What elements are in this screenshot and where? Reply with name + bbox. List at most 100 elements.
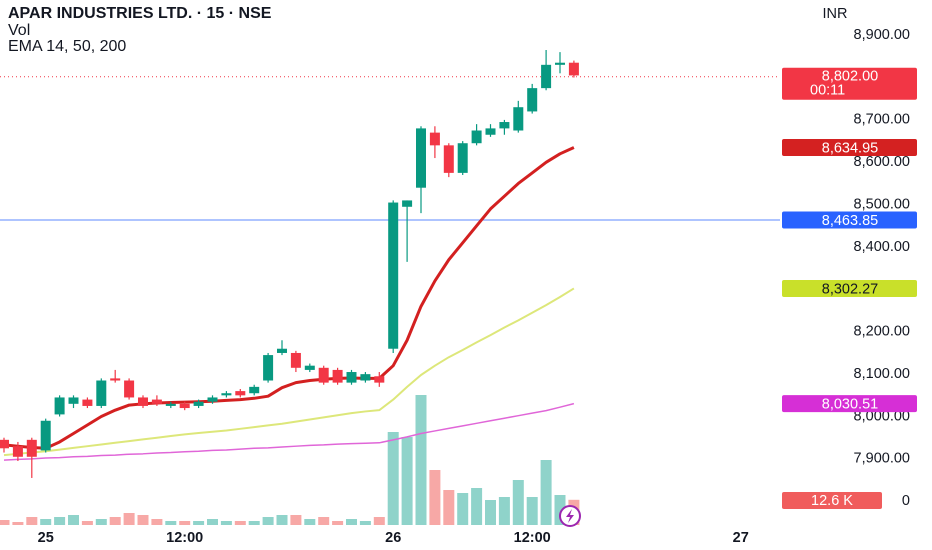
x-tick-label: 25 [38, 530, 54, 546]
alert-icon[interactable] [559, 505, 581, 527]
candle-body [471, 130, 482, 144]
volume-bar [498, 497, 510, 525]
candle-body [193, 401, 204, 406]
volume-bar [512, 480, 524, 525]
alert-bolt[interactable] [566, 509, 574, 523]
ema-price-label-box [782, 279, 917, 297]
volume-bar [26, 517, 38, 525]
volume-bar [526, 497, 538, 525]
volume-bar [373, 517, 385, 525]
candle-body [263, 355, 274, 381]
volume-bar [207, 519, 218, 525]
volume-bar [554, 495, 566, 525]
y-tick-label: 8,100.00 [854, 366, 910, 382]
volume-bar [346, 519, 357, 525]
x-tick-label: 12:00 [166, 530, 203, 546]
candle-body [499, 122, 510, 129]
volume-bar [304, 519, 316, 525]
candle-body [318, 367, 329, 383]
candle-body [485, 128, 496, 135]
current-price-label: 8,802.00 [822, 69, 878, 85]
candle-body [527, 88, 538, 112]
candle-body [443, 145, 454, 173]
ema-line [3, 146, 575, 450]
candle-body [304, 365, 315, 370]
candle-body [0, 439, 9, 449]
volume-bar [359, 521, 371, 525]
volume-bar [276, 515, 288, 525]
ema-price-label: 8,030.51 [822, 396, 878, 412]
candle-body [402, 200, 413, 207]
candle-body [82, 399, 93, 406]
candle-body [555, 62, 565, 65]
candle-body [541, 64, 552, 89]
countdown-label: 00:11 [810, 83, 845, 99]
volume-bar [443, 490, 455, 525]
volume-bar [137, 515, 149, 525]
ema-legend: EMA 14, 50, 200 [8, 38, 126, 55]
y-tick-label: 8,200.00 [854, 324, 910, 340]
x-tick-label: 26 [385, 530, 401, 546]
volume-bar [262, 517, 274, 525]
volume-bar [165, 521, 177, 525]
volume-bar [387, 432, 399, 525]
y-tick-label: 8,000.00 [854, 408, 910, 424]
candle-body [96, 380, 107, 406]
x-tick-label: 12:00 [514, 530, 551, 546]
candle-body [151, 399, 162, 404]
volume-bar [318, 517, 330, 525]
candle-body [416, 128, 426, 188]
volume-bar [234, 521, 246, 525]
volume-bar [415, 395, 427, 525]
volume-label: 12.6 K [811, 493, 853, 509]
candle-body [249, 386, 260, 394]
volume-bar [81, 521, 93, 525]
volume-bar [401, 437, 413, 525]
volume-bar [0, 520, 10, 525]
y-tick-label: 8,700.00 [854, 112, 910, 128]
candle-body [332, 369, 343, 383]
candle-body [68, 397, 79, 404]
ema-price-label: 8,634.95 [822, 140, 878, 156]
volume-bar [429, 470, 441, 525]
candle-body [235, 391, 246, 396]
volume-bar [151, 519, 163, 525]
current-price-box [782, 67, 917, 100]
candle-body [513, 107, 524, 131]
candle-body [26, 439, 37, 457]
volume-bar [220, 521, 232, 525]
volume-bar [485, 500, 496, 525]
y-tick-label: 8,900.00 [854, 27, 910, 43]
candle-body [374, 376, 385, 383]
candle-body [388, 202, 399, 349]
candle-body [124, 380, 135, 398]
candle-body [360, 374, 371, 381]
candle-body [346, 372, 357, 383]
candle-body [179, 403, 190, 409]
ema-price-label-box [782, 138, 917, 156]
ema-price-label-box [782, 395, 917, 413]
candle-body [110, 378, 121, 381]
y-tick-label: 8,400.00 [854, 239, 910, 255]
candle-body [12, 446, 23, 457]
crosshair-label-box [782, 211, 917, 229]
volume-bar [193, 521, 205, 525]
candle-body [165, 403, 176, 406]
currency: INR [823, 6, 848, 22]
chart-title: APAR INDUSTRIES LTD. · 15 · NSE [8, 5, 272, 22]
y-tick-label: 8,500.00 [854, 196, 910, 212]
ema-line [3, 402, 575, 461]
candle-body [54, 397, 65, 415]
volume-tick-label: 0 [902, 493, 910, 509]
volume-bar [12, 522, 24, 525]
volume-bar [68, 515, 79, 525]
volume-bar [40, 519, 52, 525]
volume-bar [109, 517, 121, 525]
volume-bar [123, 513, 135, 525]
candle-body [221, 393, 232, 396]
volume-bar [179, 521, 191, 525]
volume-bar [248, 521, 260, 525]
volume-bar [540, 460, 552, 525]
volume-bar [457, 493, 469, 525]
